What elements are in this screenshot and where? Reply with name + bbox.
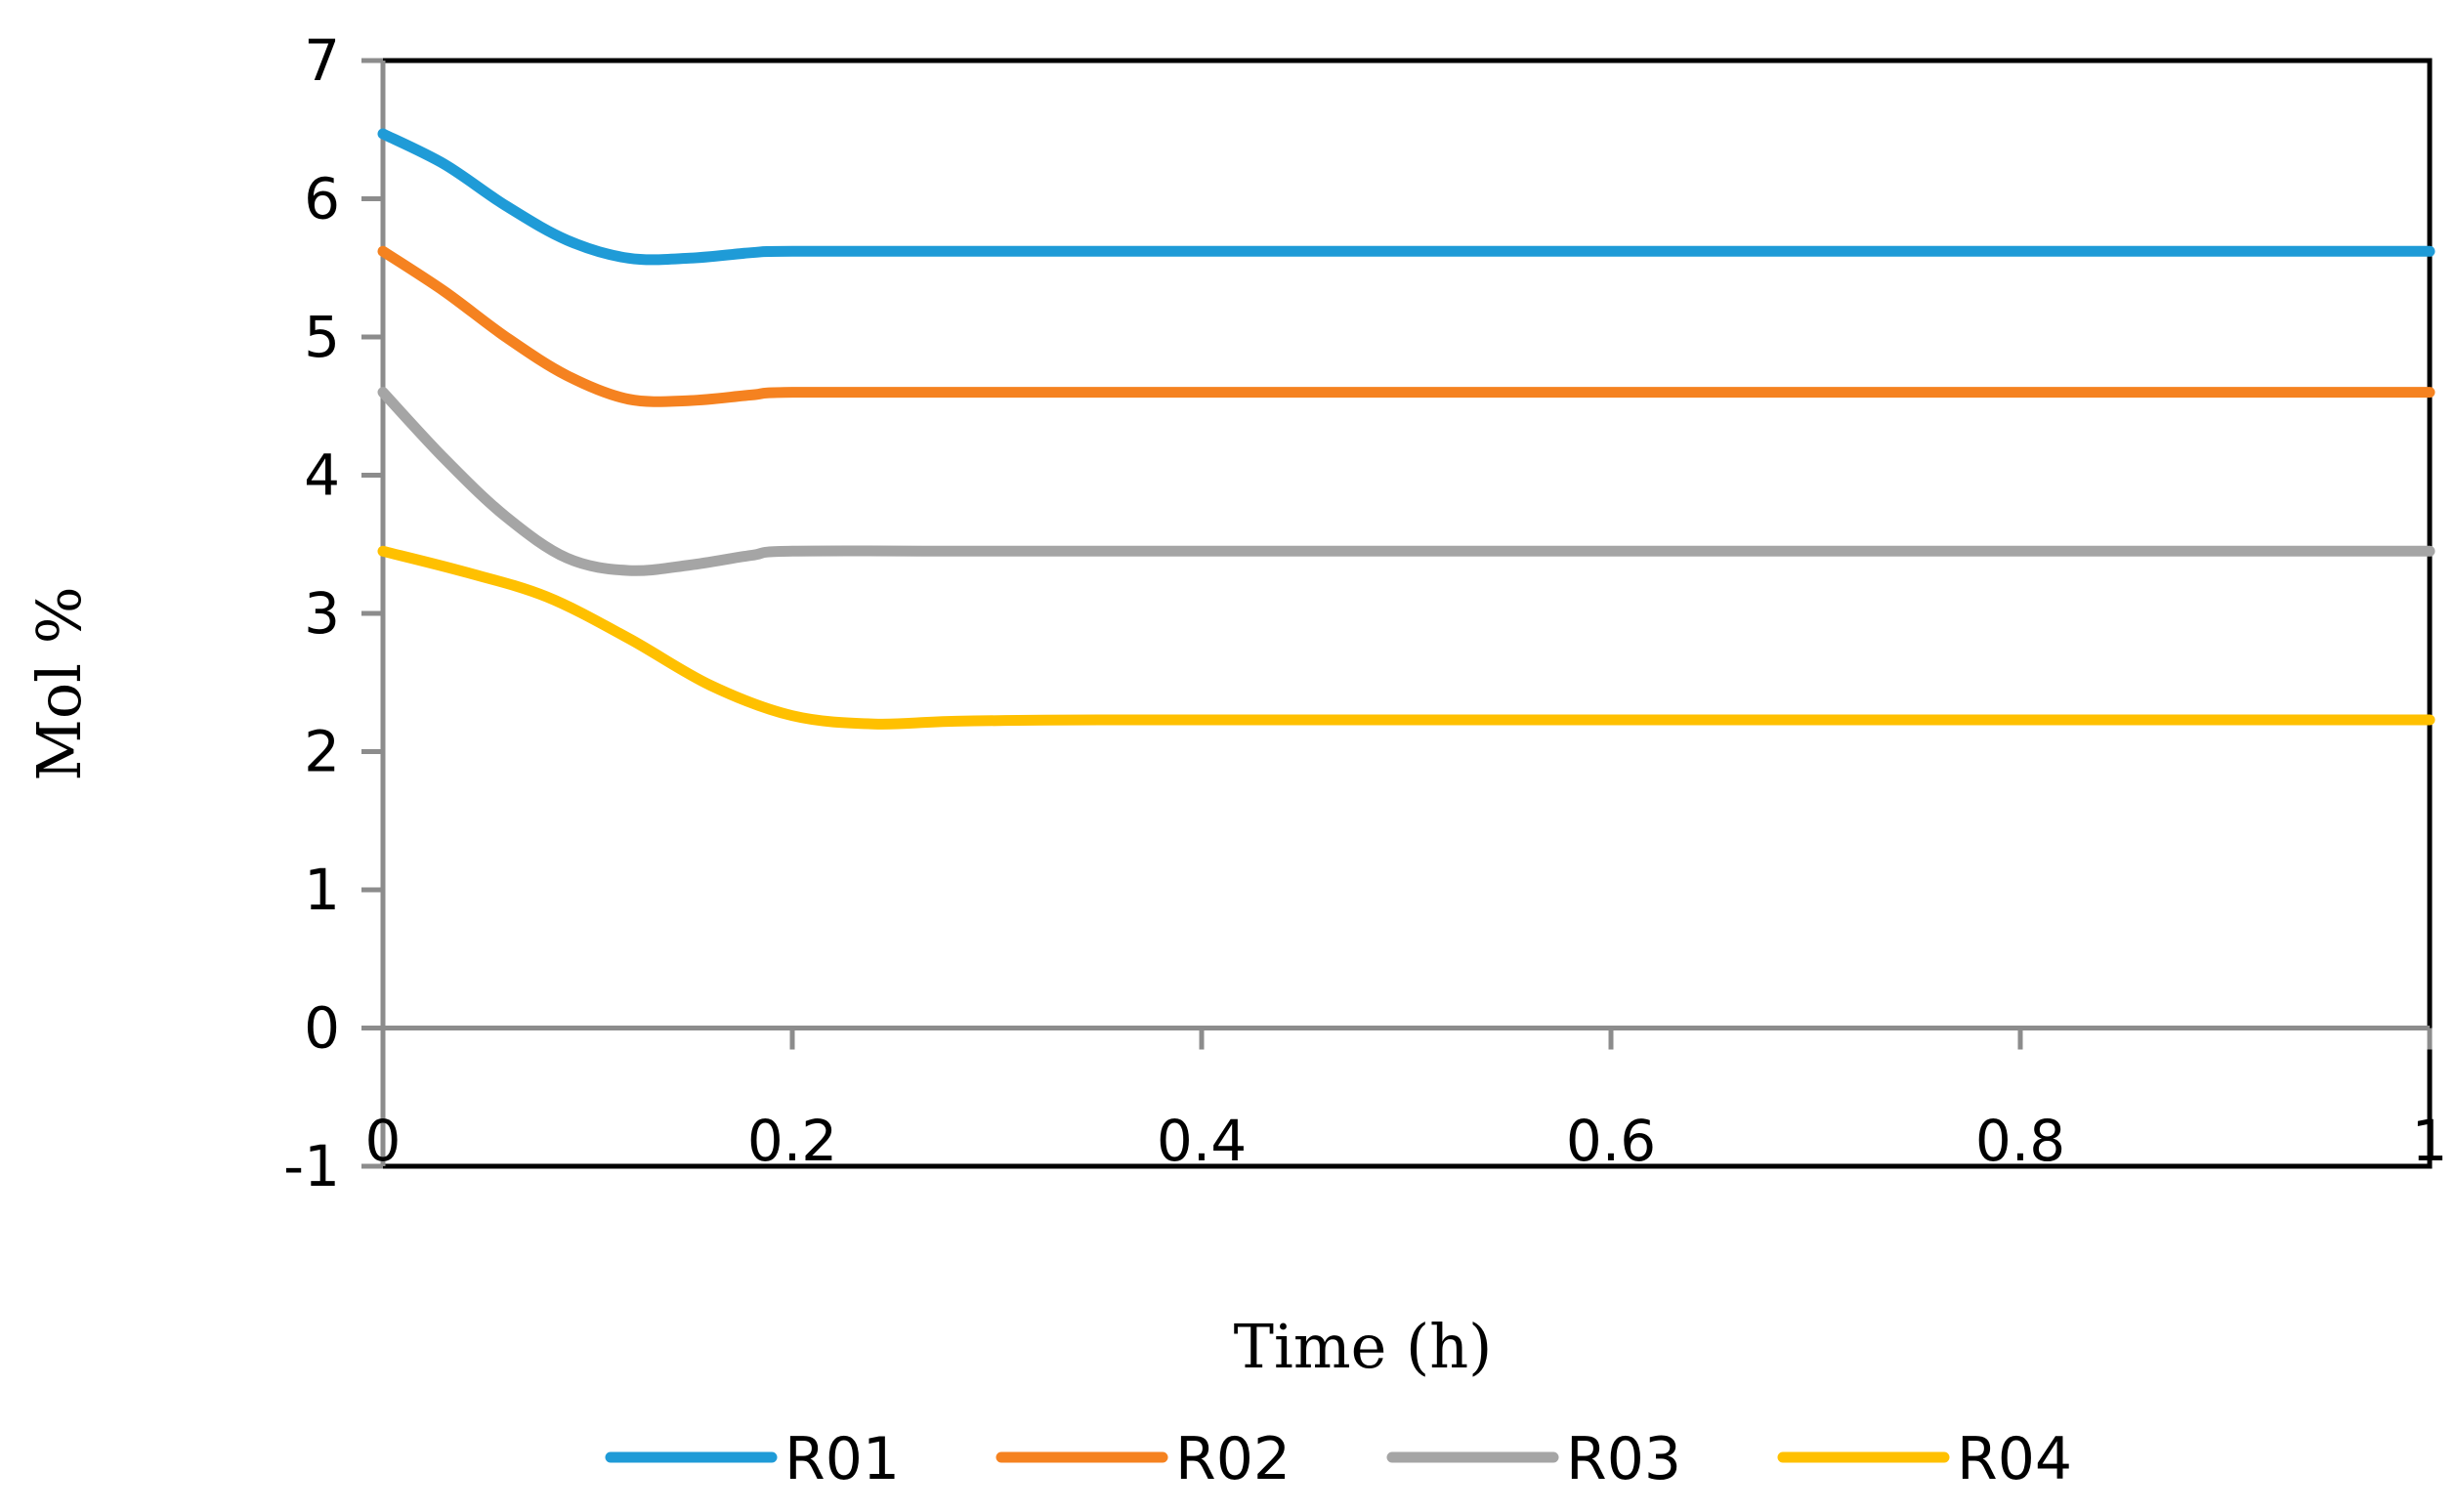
y-tick-label: 1 (304, 857, 340, 923)
x-tick-label: 0.8 (1975, 1108, 2065, 1174)
series-line-r01 (377, 128, 2436, 266)
series-line-r04 (377, 545, 2436, 730)
x-tick-label: 0.4 (1157, 1108, 1247, 1174)
x-tick-label: 1 (2412, 1108, 2448, 1174)
y-tick-label: 0 (304, 995, 340, 1062)
legend-item-r04: R04 (1777, 1425, 2072, 1493)
legend-item-r02: R02 (996, 1425, 1291, 1493)
legend-label: R01 (784, 1425, 900, 1493)
y-tick-label: 7 (304, 27, 340, 94)
legend-label: R02 (1175, 1425, 1291, 1493)
x-axis-title: Time (h) (1234, 1311, 1493, 1382)
legend-item-r03: R03 (1386, 1425, 1681, 1493)
legend: R01 R02 R03 R04 (605, 1425, 2072, 1493)
legend-label: R04 (1957, 1425, 2072, 1493)
y-tick-label: 6 (304, 166, 340, 232)
y-axis-title: Mol % (23, 586, 95, 780)
legend-item-r01: R01 (605, 1425, 900, 1493)
x-tick-label: 0 (365, 1108, 402, 1174)
legend-label: R03 (1566, 1425, 1681, 1493)
y-tick-label: 4 (304, 442, 340, 509)
y-tick-label: 2 (304, 719, 340, 785)
x-tick-label: 0.6 (1566, 1108, 1656, 1174)
series-line-r03 (377, 387, 2436, 576)
x-tick-label: 0.2 (747, 1108, 837, 1174)
y-tick-label: 3 (304, 580, 340, 647)
y-tick-label: 5 (304, 304, 340, 370)
series-line-r02 (377, 245, 2436, 407)
y-tick-label: -1 (283, 1133, 340, 1199)
plot-area-border (380, 58, 2433, 1169)
